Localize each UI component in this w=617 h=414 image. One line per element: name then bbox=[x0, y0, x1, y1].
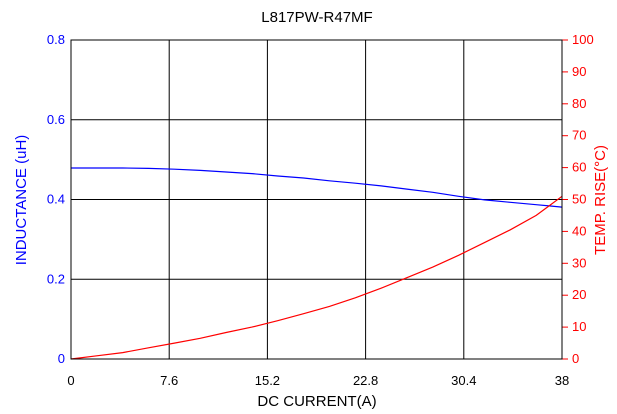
left-y-tick-label: 0 bbox=[58, 351, 65, 366]
right-y-tick-label: 40 bbox=[572, 223, 586, 238]
x-axis-ticks: 0 7.6 15.2 22.8 30.4 38 bbox=[67, 373, 569, 388]
temp-rise-curve bbox=[70, 195, 563, 360]
left-y-tick-label: 0.8 bbox=[47, 32, 65, 47]
right-y-tick-label: 100 bbox=[572, 32, 594, 47]
x-axis-title: DC CURRENT(A) bbox=[257, 393, 376, 410]
right-y-axis-title: TEMP. RISE(°C) bbox=[592, 145, 609, 255]
inductance-curve bbox=[71, 167, 563, 208]
chart-series bbox=[70, 167, 563, 360]
right-y-axis-ticks: 0 10 20 30 40 50 60 70 80 90 100 bbox=[562, 32, 594, 366]
x-tick-label: 22.8 bbox=[353, 373, 378, 388]
left-y-axis-title: INDUCTANCE (uH) bbox=[13, 135, 30, 266]
x-tick-label: 7.6 bbox=[160, 373, 178, 388]
x-tick-label: 30.4 bbox=[451, 373, 476, 388]
right-y-tick-label: 60 bbox=[572, 160, 586, 175]
right-y-tick-label: 90 bbox=[572, 64, 586, 79]
left-y-tick-label: 0.4 bbox=[47, 192, 65, 207]
right-y-tick-label: 50 bbox=[572, 192, 586, 207]
grid-lines bbox=[71, 40, 562, 359]
x-tick-label: 0 bbox=[67, 373, 74, 388]
x-tick-label: 15.2 bbox=[255, 373, 280, 388]
chart-title: L817PW-R47MF bbox=[261, 9, 372, 26]
right-y-tick-label: 0 bbox=[572, 351, 579, 366]
right-y-tick-label: 10 bbox=[572, 319, 586, 334]
left-y-axis-ticks: 0 0.2 0.4 0.6 0.8 bbox=[47, 32, 65, 366]
right-y-tick-label: 70 bbox=[572, 128, 586, 143]
right-y-tick-label: 30 bbox=[572, 255, 586, 270]
left-y-tick-label: 0.2 bbox=[47, 271, 65, 286]
x-tick-label: 38 bbox=[555, 373, 569, 388]
right-y-tick-label: 20 bbox=[572, 287, 586, 302]
plot-frame bbox=[70, 39, 563, 360]
left-y-tick-label: 0.6 bbox=[47, 112, 65, 127]
right-y-tick-label: 80 bbox=[572, 96, 586, 111]
